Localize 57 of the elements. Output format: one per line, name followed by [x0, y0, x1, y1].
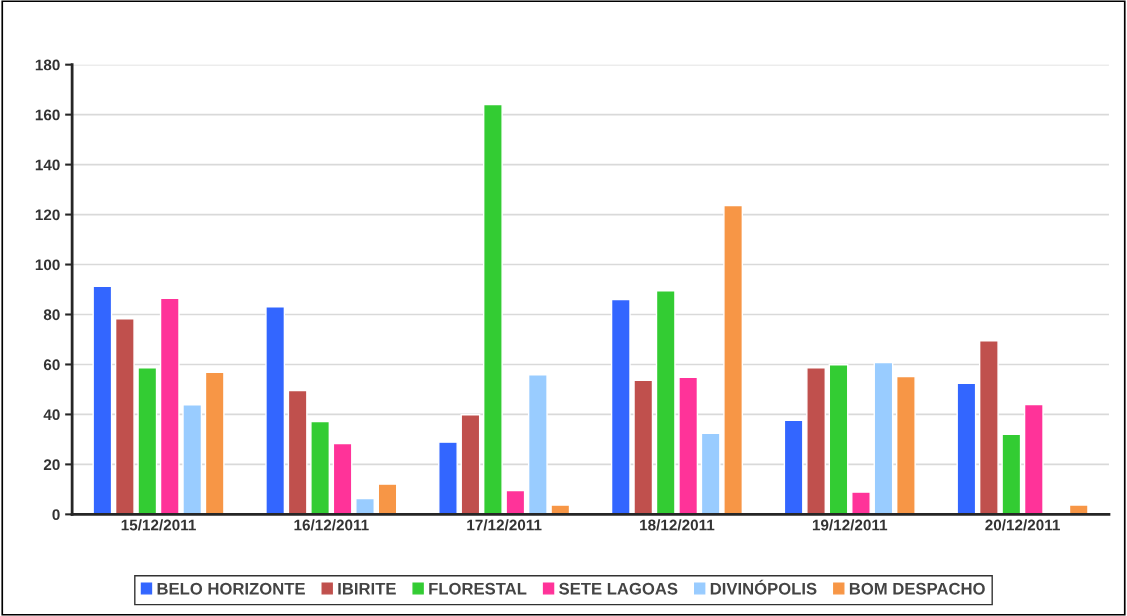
bar — [655, 290, 676, 515]
bar — [806, 367, 826, 515]
x-tick-label: 20/12/2011 — [985, 519, 1060, 531]
legend-label: IBIRITE — [338, 583, 396, 595]
bar — [956, 382, 977, 515]
y-tick-label: 120 — [35, 209, 60, 221]
bar — [332, 442, 353, 515]
x-tick-label: 19/12/2011 — [812, 519, 888, 531]
x-tick-label: 16/12/2011 — [294, 519, 369, 531]
bar — [723, 204, 744, 515]
bar — [1068, 504, 1089, 515]
bar — [700, 432, 721, 515]
bar — [182, 403, 203, 515]
y-tick-label: 80 — [43, 309, 60, 321]
bar — [159, 297, 180, 515]
bar — [1023, 403, 1044, 515]
bar — [527, 374, 548, 515]
bar — [505, 489, 526, 515]
bar — [828, 364, 849, 515]
bar — [483, 103, 503, 515]
bar — [92, 285, 113, 515]
bar — [287, 389, 308, 515]
x-tick-label: 15/12/2011 — [121, 519, 196, 531]
bar — [873, 361, 894, 515]
bar — [1001, 433, 1022, 515]
bar — [114, 318, 135, 515]
bar — [678, 376, 699, 515]
y-tick-label: 20 — [43, 459, 60, 471]
y-tick-label: 40 — [43, 409, 60, 421]
x-tick-label: 18/12/2011 — [640, 519, 715, 531]
bar — [265, 306, 286, 515]
bar — [633, 379, 654, 515]
legend-label: DIVINÓPOLIS — [710, 579, 817, 595]
bar — [550, 504, 571, 515]
y-tick-label: 140 — [35, 159, 60, 171]
bar — [310, 420, 331, 515]
bar — [460, 413, 481, 515]
y-tick-label: 60 — [43, 359, 60, 371]
bar — [377, 483, 398, 515]
bar — [355, 497, 375, 515]
bar — [610, 298, 631, 515]
legend-label: FLORESTAL — [429, 582, 527, 595]
bar — [204, 371, 225, 515]
bar — [438, 441, 458, 515]
bar — [978, 340, 999, 515]
y-tick-label: 100 — [35, 259, 60, 271]
y-tick-label: 180 — [35, 59, 60, 71]
y-tick-label: 0 — [52, 509, 60, 521]
bar — [896, 375, 916, 515]
legend-label: SETE LAGOAS — [559, 582, 678, 595]
x-tick-label: 17/12/2011 — [467, 519, 542, 531]
y-tick-label: 160 — [35, 109, 60, 121]
legend-label: BELO HORIZONTE — [157, 582, 305, 595]
bar — [851, 491, 871, 515]
bar — [783, 419, 804, 515]
bar — [137, 367, 158, 515]
legend-label: BOM DESPACHO — [849, 582, 985, 595]
